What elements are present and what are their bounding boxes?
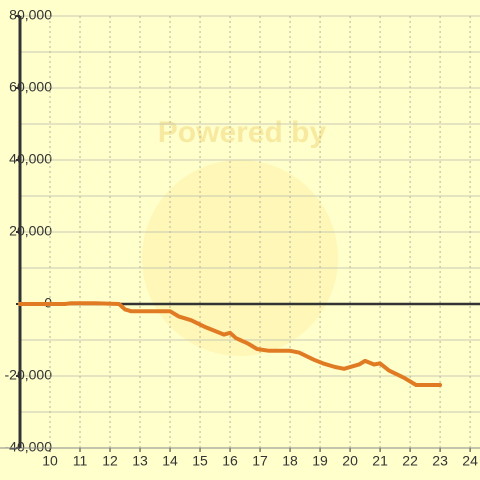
watermark: Powered by <box>158 116 327 149</box>
x-tick-label: 21 <box>372 453 388 469</box>
x-tick-label: 23 <box>432 453 448 469</box>
y-tick-label: 80,000 <box>9 7 52 23</box>
line-series <box>18 301 443 387</box>
x-tick-label: 18 <box>282 453 298 469</box>
x-tick-label: 16 <box>222 453 238 469</box>
y-tick-label: -40,000 <box>5 439 53 455</box>
x-tick-label: 24 <box>462 453 478 469</box>
watermark-logo <box>142 160 338 356</box>
x-tick-label: 11 <box>73 453 88 469</box>
x-tick-label: 10 <box>42 453 58 469</box>
x-tick-label: 15 <box>192 453 208 469</box>
x-tick-label: 17 <box>252 453 268 469</box>
x-tick-label: 14 <box>162 453 178 469</box>
y-tick-label: -20,000 <box>5 367 53 383</box>
y-tick-label: 60,000 <box>9 79 52 95</box>
x-tick-label: 19 <box>312 453 328 469</box>
y-tick-label: 20,000 <box>9 223 52 239</box>
x-tick-label: 13 <box>132 453 148 469</box>
x-tick-label: 22 <box>402 453 418 469</box>
x-tick-label: 12 <box>102 453 118 469</box>
y-tick-label: 40,000 <box>9 151 52 167</box>
x-tick-label: 20 <box>342 453 358 469</box>
